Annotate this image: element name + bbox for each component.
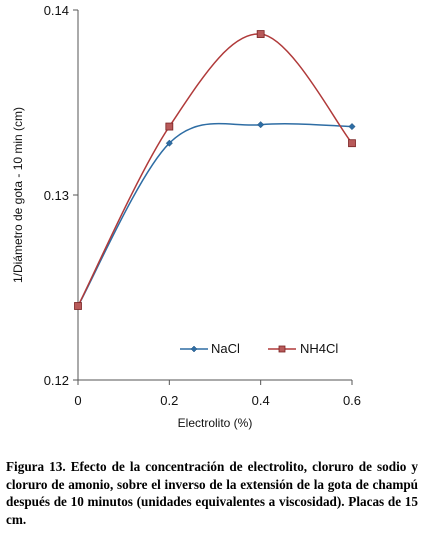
x-tick-label: 0.2 <box>160 393 178 408</box>
figure-caption: Figura 13. Efecto de la concentración de… <box>6 458 418 528</box>
y-axis-label: 1/Diámetro de gota - 10 min (cm) <box>11 107 25 283</box>
x-tick-label: 0.6 <box>343 393 361 408</box>
y-tick-label: 0.14 <box>44 3 69 18</box>
legend-marker-nh4cl <box>278 345 286 353</box>
data-point-nh4cl <box>348 139 356 148</box>
y-ticks: 0.12 0.13 0.14 <box>44 3 78 388</box>
chart: 0.120.130.14 0 0.2 0.4 0.6 Electrolito (%) … <box>11 3 361 430</box>
data-point-nh4cl <box>74 302 82 310</box>
x-ticks: 0 0.2 0.4 0.6 <box>74 380 361 408</box>
y-tick-label: 0.13 <box>44 188 69 203</box>
series-line-nacl <box>77 122 353 307</box>
series-line-nh4cl <box>77 33 353 307</box>
legend-marker-nacl <box>190 345 198 353</box>
data-point-nacl <box>348 122 356 131</box>
caption-text: Efecto de la concentración de electrolit… <box>6 459 418 527</box>
legend-label-nacl: NaCl <box>211 341 240 356</box>
x-axis-label: Electrolito (%) <box>178 416 253 430</box>
legend-item-nacl: NaCl <box>180 341 240 356</box>
x-tick-label: 0 <box>74 393 81 408</box>
legend-label-nh4cl: NH4Cl <box>300 341 338 356</box>
x-tick-label: 0.4 <box>252 393 270 408</box>
data-point-nh4cl <box>165 122 174 131</box>
legend: NaCl NH4Cl <box>180 341 338 356</box>
caption-label: Figura 13. <box>6 459 66 474</box>
data-point-nacl <box>165 139 173 147</box>
data-point-nacl <box>257 121 265 129</box>
y-tick-label: 0.12 <box>44 373 69 388</box>
data-point-nh4cl <box>256 30 265 38</box>
legend-item-nh4cl: NH4Cl <box>268 341 338 356</box>
series-layer <box>74 30 356 310</box>
